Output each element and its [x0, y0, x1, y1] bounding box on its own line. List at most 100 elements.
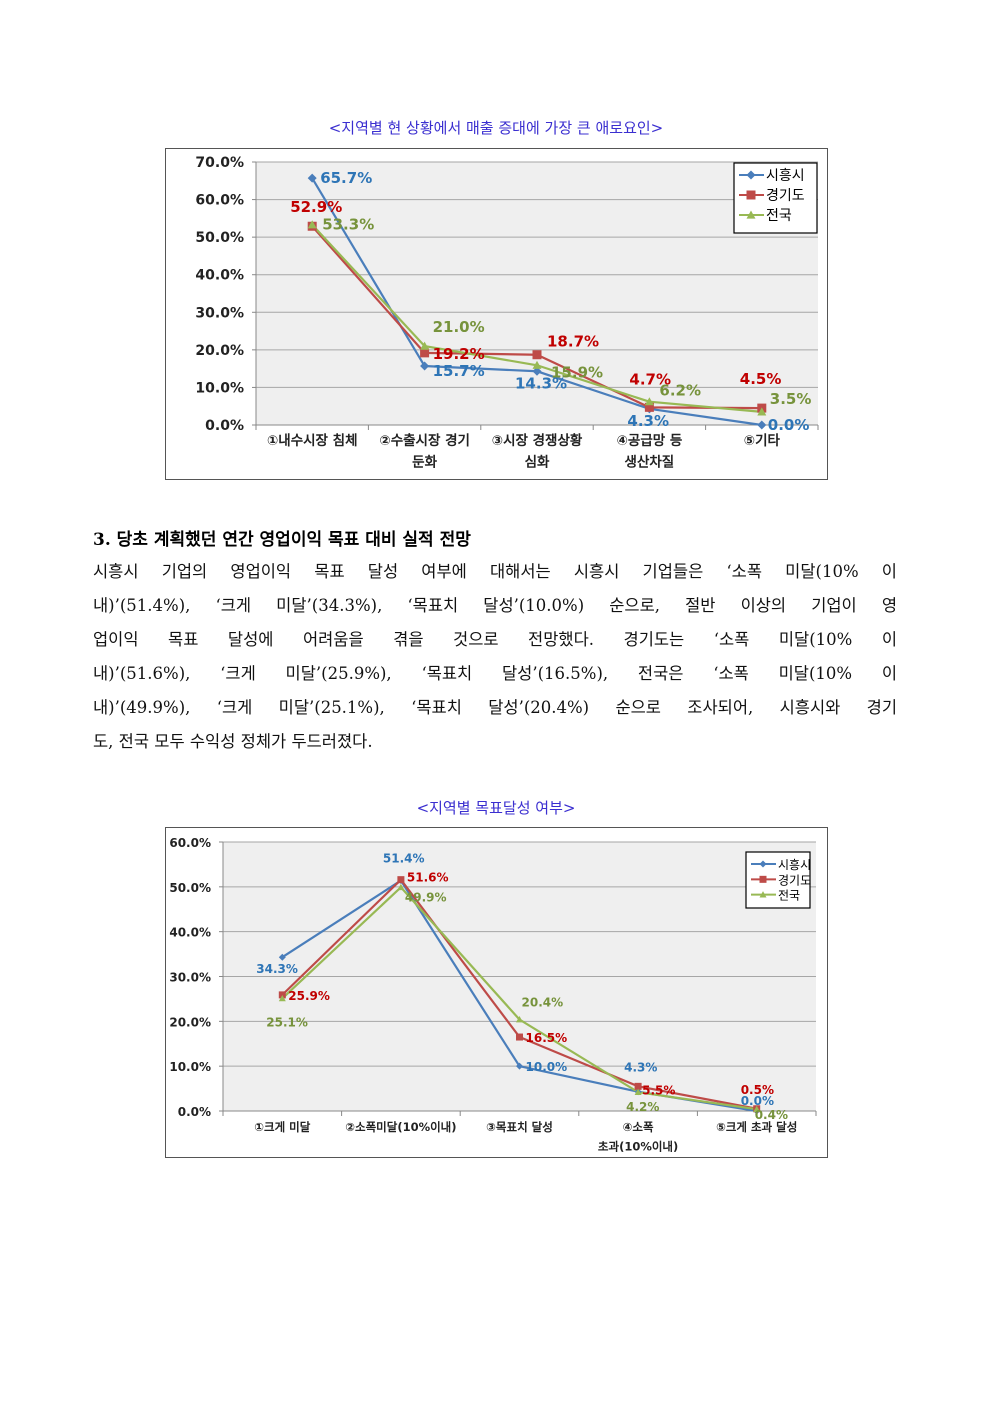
square-marker [634, 1082, 642, 1090]
square-marker [516, 1033, 523, 1041]
chart1-caption: <지역별 현 상황에서 매출 증대에 가장 큰 애로요인> [328, 119, 664, 137]
y-tick-label: 0.0% [178, 1105, 211, 1119]
diamond-marker [759, 860, 767, 868]
triangle-marker [516, 1016, 523, 1023]
x-category-label: 둔화 [412, 455, 437, 471]
data-label: 4.3% [624, 1061, 657, 1075]
diamond-marker [532, 366, 542, 376]
data-label: 21.0% [433, 318, 485, 336]
data-label: 14.3% [515, 374, 567, 392]
triangle-marker [746, 210, 756, 219]
legend-label: 전국 [766, 208, 792, 224]
triangle-marker [532, 360, 542, 369]
data-label: 0.0% [768, 416, 810, 434]
square-marker [644, 402, 654, 412]
square-marker [397, 876, 405, 884]
y-tick-label: 20.0% [195, 343, 244, 359]
legend-label: 시흥시 [766, 168, 805, 184]
triangle-marker [420, 341, 430, 350]
x-category-label: ①크게 미달 [254, 1120, 310, 1134]
paragraph-line: 내)’(49.9%), ‘크게 미달’(25.1%), ‘목표치 달성’(20.… [93, 698, 897, 717]
y-tick-label: 50.0% [195, 230, 244, 246]
diamond-marker [746, 170, 756, 180]
triangle-marker [753, 1105, 761, 1113]
x-category-label: ③시장 경쟁상황 [492, 432, 583, 449]
data-label: 51.4% [383, 852, 425, 866]
x-category-label: ④공급망 등 [616, 432, 682, 449]
chart-svg: 0.0% 10.0% 20.0% 30.0% 40.0% 50.0% 60.0% 70.0% ①… [195, 155, 819, 471]
triangle-marker [634, 1088, 642, 1095]
data-label: 20.4% [522, 996, 564, 1010]
data-label: 0.0% [741, 1094, 774, 1108]
paragraph-line: 내)’(51.4%), ‘크게 미달’(34.3%), ‘목표치 달성’(10.… [93, 596, 897, 615]
section-heading: 3. 당초 계획했던 연간 영업이익 목표 대비 실적 전망 [93, 530, 471, 550]
data-label: 10.0% [526, 1060, 568, 1074]
data-label: 52.9% [290, 198, 342, 216]
x-category-label: 생산차질 [625, 454, 675, 471]
diamond-marker [757, 420, 767, 430]
x-category-label: 심화 [525, 455, 550, 471]
diamond-marker [307, 173, 317, 183]
y-tick-label: 70.0% [195, 155, 244, 171]
square-marker [746, 190, 756, 200]
legend-label: 경기도 [778, 873, 811, 887]
paragraph-line: 내)’(51.6%), ‘크게 미달’(25.9%), ‘목표치 달성’(16.… [93, 664, 897, 683]
data-label: 19.2% [433, 345, 485, 363]
chart-svg: 0.0% 10.0% 20.0% 30.0% 40.0% 50.0% 60.0% ①크게 미달… [169, 836, 817, 1154]
data-label: 4.3% [627, 412, 669, 430]
diamond-marker [278, 953, 286, 961]
y-tick-label: 40.0% [195, 268, 244, 284]
x-category-label: 초과(10%이내) [598, 1140, 678, 1154]
data-label: 18.7% [547, 333, 599, 351]
legend-label: 전국 [778, 889, 800, 903]
triangle-marker [278, 994, 286, 1002]
triangle-marker [757, 407, 767, 416]
data-label: 25.1% [266, 1015, 308, 1029]
data-label: 3.5% [770, 390, 812, 408]
x-category-label: ①내수시장 침체 [267, 432, 358, 449]
data-label: 49.9% [405, 890, 447, 904]
x-category-label: ⑤크게 초과 달성 [716, 1120, 797, 1134]
x-category-label: ②소폭미달(10%이내) [345, 1120, 456, 1134]
square-marker [532, 350, 542, 360]
triangle-marker [397, 883, 405, 891]
target-achievement-line-chart: 0.0% 10.0% 20.0% 30.0% 40.0% 50.0% 60.0% ①크게 미달… [165, 827, 828, 1158]
data-label: 65.7% [320, 169, 372, 187]
triangle-marker [759, 891, 767, 898]
x-category-label: ⑤기타 [744, 433, 781, 449]
y-tick-label: 40.0% [169, 926, 211, 940]
data-label: 15.7% [433, 362, 485, 380]
data-label: 4.5% [740, 370, 782, 388]
paragraph-line: 시흥시 기업의 영업이익 목표 달성 여부에 대해서는 시흥시 기업들은 ‘소폭… [93, 562, 897, 581]
data-label: 15.9% [551, 363, 603, 381]
data-label: 4.7% [629, 370, 671, 388]
y-tick-label: 60.0% [195, 193, 244, 209]
triangle-marker [307, 220, 317, 229]
y-tick-label: 30.0% [195, 305, 244, 321]
diamond-marker [516, 1062, 523, 1070]
y-tick-label: 20.0% [169, 1015, 211, 1029]
y-tick-label: 10.0% [195, 380, 244, 396]
y-tick-label: 30.0% [169, 971, 211, 985]
sales-obstacles-line-chart: 0.0% 10.0% 20.0% 30.0% 40.0% 50.0% 60.0% 70.0% ①… [165, 148, 828, 480]
legend-label: 시흥시 [778, 858, 811, 872]
section-paragraph: 시흥시 기업의 영업이익 목표 달성 여부에 대해서는 시흥시 기업들은 ‘소폭… [93, 555, 897, 759]
data-label: 53.3% [322, 216, 374, 234]
paragraph-line: 업이익 목표 달성에 어려움을 겪을 것으로 전망했다. 경기도는 ‘소폭 미달… [93, 630, 897, 649]
x-category-label: ②수출시장 경기 [379, 432, 470, 449]
legend-label: 경기도 [766, 188, 805, 204]
data-label: 25.9% [288, 989, 330, 1003]
square-marker [759, 875, 767, 883]
x-category-label: ④소폭 [623, 1120, 654, 1134]
data-label: 0.4% [755, 1108, 788, 1122]
y-tick-label: 50.0% [169, 881, 211, 895]
data-label: 16.5% [526, 1031, 568, 1045]
diamond-marker [420, 361, 430, 371]
y-tick-label: 60.0% [169, 836, 211, 850]
paragraph-line: 도, 전국 모두 수익성 정체가 두드러졌다. [93, 732, 373, 751]
square-marker [278, 991, 286, 999]
plot-area [256, 162, 818, 425]
square-marker [420, 348, 430, 358]
data-label: 0.5% [741, 1083, 774, 1097]
chart2-caption: <지역별 목표달성 여부> [416, 799, 576, 817]
